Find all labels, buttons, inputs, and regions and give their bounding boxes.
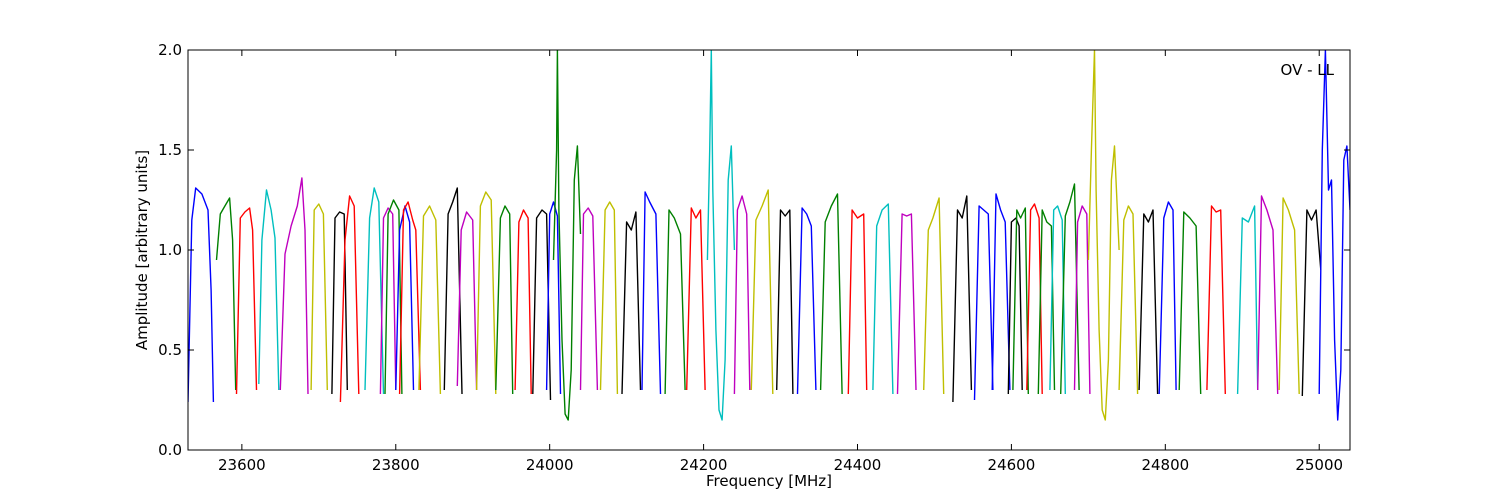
series-line-21 xyxy=(552,50,582,421)
series-line-4 xyxy=(279,177,309,395)
annotation-label: OV - LL xyxy=(1281,61,1335,79)
series-line-26 xyxy=(664,209,686,395)
x-tick-label-1: 23800 xyxy=(372,456,420,474)
series-line-2 xyxy=(235,207,258,395)
x-tick-label-5: 24600 xyxy=(988,456,1036,474)
series-line-27 xyxy=(686,207,706,391)
y-tick-label-3: 1.5 xyxy=(158,141,182,159)
y-tick-label-0: 0.0 xyxy=(158,441,182,459)
series-line-51 xyxy=(1158,201,1177,395)
series-line-5 xyxy=(310,203,328,391)
x-tick-label-6: 24800 xyxy=(1141,456,1189,474)
series-line-50 xyxy=(1138,209,1159,395)
series-line-55 xyxy=(1257,195,1279,395)
series-line-36 xyxy=(896,213,917,395)
series-line-32 xyxy=(796,207,817,395)
series-line-52 xyxy=(1178,211,1202,395)
series-line-53 xyxy=(1206,205,1226,395)
series-line-3 xyxy=(258,189,280,391)
series-line-6 xyxy=(331,211,348,395)
series-line-58 xyxy=(1318,50,1350,421)
series-line-40 xyxy=(991,193,1011,391)
series-line-24 xyxy=(621,211,642,395)
series-line-35 xyxy=(872,203,894,395)
series-line-0 xyxy=(188,187,215,403)
series-line-25 xyxy=(641,191,662,395)
x-tick-label-4: 24400 xyxy=(834,456,882,474)
series-line-23 xyxy=(599,201,619,395)
series-line-57 xyxy=(1301,209,1322,397)
series-line-49 xyxy=(1118,205,1139,395)
series-line-7 xyxy=(339,195,360,403)
series-line-47 xyxy=(1073,205,1091,395)
x-tick-label-3: 24200 xyxy=(680,456,728,474)
y-axis-ticks: 0.0 0.5 1.0 1.5 2.0 xyxy=(158,41,1350,459)
series-line-28 xyxy=(706,50,736,421)
series-line-54 xyxy=(1236,205,1259,395)
series-line-17 xyxy=(495,205,514,395)
series-line-8 xyxy=(364,187,385,395)
series-line-18 xyxy=(514,209,532,395)
series-line-33 xyxy=(819,193,843,395)
series-line-46 xyxy=(1060,183,1080,395)
series-line-42 xyxy=(1012,207,1029,395)
y-tick-label-1: 0.5 xyxy=(158,341,182,359)
series-line-37 xyxy=(923,197,945,395)
series-line-15 xyxy=(456,211,478,391)
y-axis-label: Amplitude [arbitrary units] xyxy=(133,150,151,350)
y-tick-label-4: 2.0 xyxy=(158,41,182,59)
series-line-14 xyxy=(443,187,463,395)
series-line-29 xyxy=(733,195,751,395)
series-line-48 xyxy=(1087,50,1120,421)
series-line-22 xyxy=(579,207,599,391)
series-line-34 xyxy=(847,209,868,395)
series-line-39 xyxy=(973,205,994,401)
series-line-31 xyxy=(776,209,794,395)
series-line-1 xyxy=(215,197,237,391)
series-line-30 xyxy=(750,189,774,395)
x-tick-label-7: 25000 xyxy=(1295,456,1343,474)
x-tick-label-2: 24000 xyxy=(526,456,574,474)
series-group xyxy=(188,50,1350,421)
series-line-12 xyxy=(398,201,422,395)
series-line-38 xyxy=(952,195,973,403)
series-line-13 xyxy=(418,205,442,395)
series-line-20 xyxy=(545,201,562,395)
x-axis-ticks: 23600 23800 24000 24200 24400 24600 24800 25000 xyxy=(218,50,1343,474)
series-line-9 xyxy=(379,207,397,395)
x-axis-label: Frequency [MHz] xyxy=(706,472,832,490)
series-line-16 xyxy=(475,191,497,395)
x-tick-label-0: 23600 xyxy=(218,456,266,474)
series-line-56 xyxy=(1278,197,1300,395)
y-tick-label-2: 1.0 xyxy=(158,241,182,259)
series-line-19 xyxy=(532,209,552,401)
series-line-10 xyxy=(384,199,403,395)
